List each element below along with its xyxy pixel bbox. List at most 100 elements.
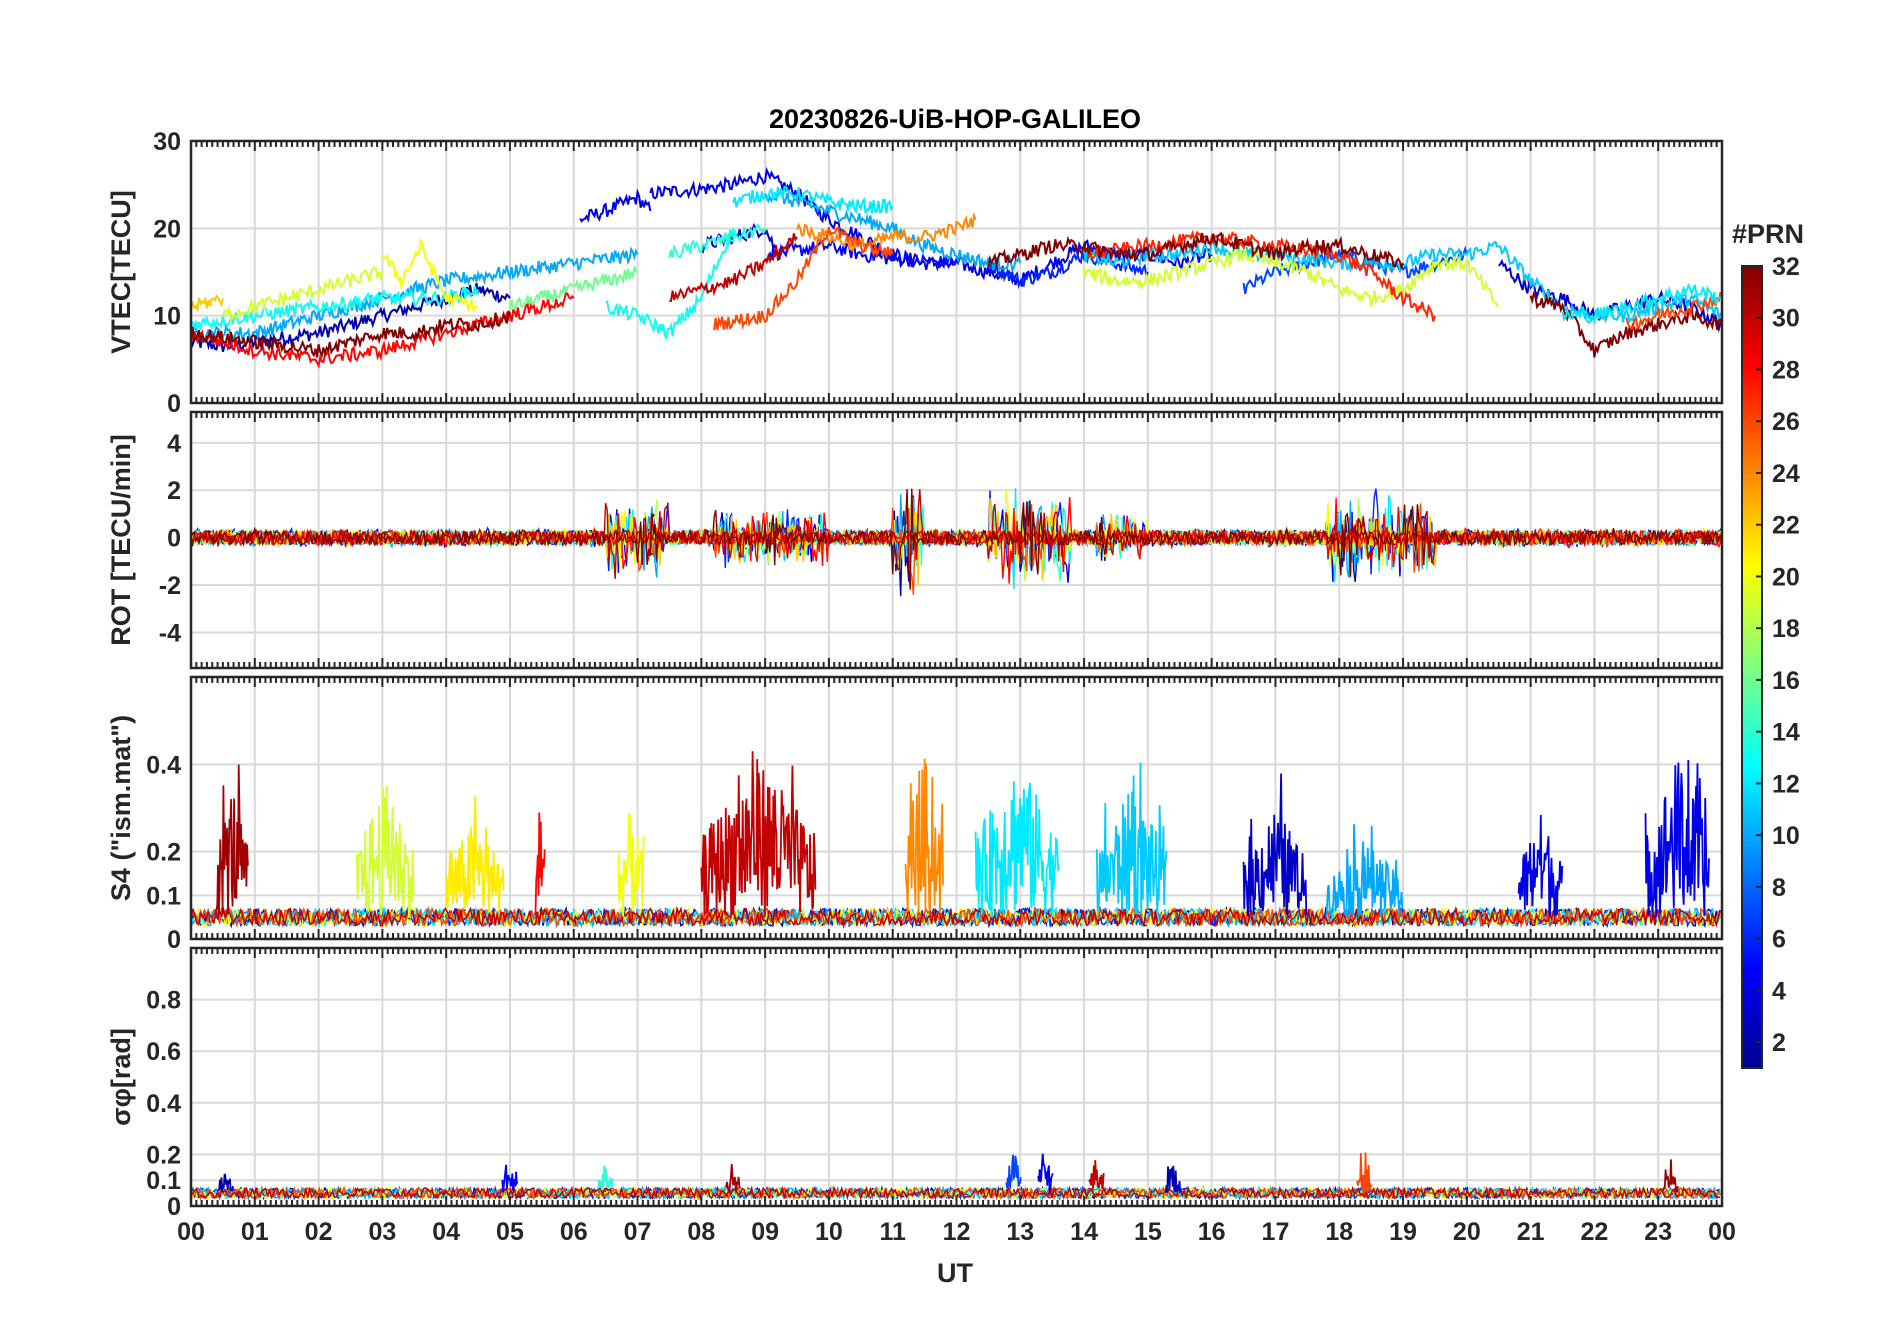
y-axis-label-ROT: ROT [TECU/min] <box>106 434 136 645</box>
x-tick-label: 21 <box>1517 1218 1545 1246</box>
figure-title: 20230826-UiB-HOP-GALILEO <box>769 104 1141 134</box>
colorbar-label: #PRN <box>1732 219 1804 249</box>
colorbar-tick-label: 6 <box>1772 926 1786 954</box>
vtec-series-prn-13 <box>605 228 735 341</box>
x-tick-label: 00 <box>177 1218 205 1246</box>
y-tick-label: 0.2 <box>146 1141 181 1169</box>
vtec-series-prn-32 <box>190 310 511 359</box>
y-tick-label: -2 <box>159 572 181 600</box>
x-tick-label: 20 <box>1453 1218 1481 1246</box>
rot-series-prn-28 <box>190 497 1723 584</box>
peak-series-prn-31 <box>1662 1159 1679 1193</box>
colorbar-tick-label: 4 <box>1772 977 1786 1005</box>
y-tick-label: 4 <box>167 430 181 458</box>
y-tick-label: 0 <box>167 525 181 553</box>
x-tick-label: 03 <box>368 1218 396 1246</box>
vtec-series-prn-10 <box>190 246 639 344</box>
x-tick-label: 07 <box>624 1218 652 1246</box>
x-tick-label: 08 <box>687 1218 715 1246</box>
vtec-series-prn-5 <box>764 237 958 270</box>
x-tick-label: 10 <box>815 1218 843 1246</box>
peak-series-prn-10 <box>1325 824 1404 919</box>
colorbar-tick-label: 32 <box>1772 253 1800 281</box>
vtec-series-prn-12 <box>1561 282 1723 325</box>
peak-series-prn-19 <box>356 785 415 918</box>
colorbar-tick-label: 18 <box>1772 615 1800 643</box>
peak-series-prn-7 <box>1005 1154 1022 1189</box>
peak-series-prn-30 <box>1088 1160 1105 1189</box>
x-tick-label: 13 <box>1006 1218 1034 1246</box>
x-tick-label: 00 <box>1708 1218 1736 1246</box>
peak-series-prn-3 <box>1242 773 1308 917</box>
vtec-series-prn-20 <box>381 237 479 312</box>
peak-series-prn-12 <box>974 781 1060 917</box>
x-tick-label: 02 <box>305 1218 333 1246</box>
colorbar-tick-label: 12 <box>1772 770 1800 798</box>
colorbar-tick-label: 16 <box>1772 667 1800 695</box>
vtec-series-prn-4 <box>579 188 652 223</box>
vtec-series-prn-13 <box>190 285 480 331</box>
peak-series-prn-30 <box>700 751 817 917</box>
x-tick-label: 22 <box>1581 1218 1609 1246</box>
y-axis-label-VTEC: VTEC[TECU] <box>106 190 136 354</box>
peak-series-prn-4 <box>1644 759 1710 917</box>
peak-series-prn-21 <box>445 795 505 913</box>
colorbar-tick-label: 22 <box>1772 512 1800 540</box>
y-tick-label: 0 <box>167 390 181 418</box>
y-tick-label: 0 <box>167 926 181 954</box>
y-axis-label-sigma_phi: σφ[rad] <box>106 1028 136 1126</box>
y-tick-label: 0.2 <box>146 839 181 867</box>
x-tick-label: 15 <box>1134 1218 1162 1246</box>
colorbar-tick-label: 30 <box>1772 305 1800 333</box>
peak-series-prn-28 <box>534 812 546 917</box>
panel-sigma_phi: 00.10.2 0.4 0.6 0.8 σφ[rad] <box>106 946 1724 1221</box>
colorbar-gradient <box>1741 265 1763 1069</box>
y-tick-label: 10 <box>153 303 181 331</box>
x-tick-label: 11 <box>879 1218 906 1246</box>
y-tick-label: 0.8 <box>146 987 181 1015</box>
vtec-series-prn-32 <box>987 231 1404 271</box>
vtec-series-prn-14 <box>668 223 767 259</box>
series-group <box>190 751 1721 929</box>
x-tick-label: 19 <box>1389 1218 1417 1246</box>
peak-series-prn-24 <box>904 758 944 914</box>
colorbar-tick-label: 2 <box>1772 1029 1786 1057</box>
y-tick-label: 0.4 <box>146 1090 181 1118</box>
vtec-series-prn-16 <box>509 266 638 315</box>
peak-series-prn-2 <box>217 1173 234 1193</box>
peak-series-prn-14 <box>597 1165 615 1191</box>
peak-series-prn-31 <box>215 764 249 916</box>
x-tick-label: 14 <box>1070 1218 1098 1246</box>
x-tick-label: 09 <box>751 1218 779 1246</box>
panel-VTEC: 0 10 20 30 VTEC[TECU] <box>106 128 1724 418</box>
y-tick-label: 0.1 <box>146 1167 181 1195</box>
y-tick-label: -4 <box>159 619 181 647</box>
colorbar-tick-label: 26 <box>1772 408 1800 436</box>
y-tick-label: 0.1 <box>146 882 181 910</box>
peak-series-prn-20 <box>617 813 645 917</box>
vtec-series-prn-3 <box>700 222 779 255</box>
x-tick-label: 12 <box>943 1218 971 1246</box>
vtec-series-prn-19 <box>1083 245 1500 308</box>
vtec-series-prn-30 <box>669 233 798 302</box>
baseline-series-prn-30 <box>190 905 1721 929</box>
panel-ROT: -4 -2 0 2 4 ROT [TECU/min] <box>106 410 1724 670</box>
panel-S4: 0 0.1 0.2 0.4 S4 ("ism.mat") <box>106 675 1724 954</box>
y-axis-label-S4: S4 ("ism.mat") <box>106 715 136 901</box>
peak-series-prn-4 <box>1517 814 1564 917</box>
vtec-series-prn-22 <box>190 294 224 314</box>
baseline-series-prn-26 <box>190 905 1721 929</box>
vtec-series-prn-6 <box>988 248 1149 290</box>
y-tick-label: 0 <box>167 1193 181 1221</box>
peak-series-prn-5 <box>501 1164 519 1193</box>
vtec-series-prn-26 <box>1625 292 1723 330</box>
vtec-series-prn-19 <box>221 266 384 324</box>
vtec-series-prn-26 <box>713 226 894 331</box>
peak-series-prn-26 <box>1356 1152 1373 1193</box>
y-tick-label: 30 <box>153 128 181 156</box>
x-tick-labels: 00 01 02 03 04 05 06 07 08 09 10 11 12 13 14 15 16 17 18 19… <box>177 1218 1736 1246</box>
